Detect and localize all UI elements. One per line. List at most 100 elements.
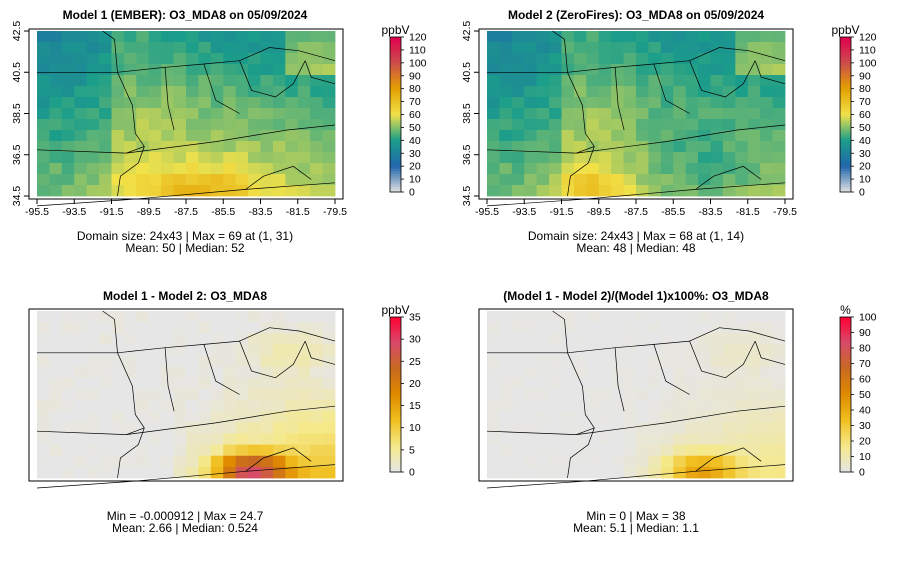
heatmap-cell <box>747 355 761 368</box>
heatmap-cell <box>561 455 575 468</box>
heatmap-cell <box>198 185 212 197</box>
heatmap-cell <box>272 466 286 479</box>
heatmap-cell <box>260 333 274 345</box>
heatmap-cell <box>235 163 249 175</box>
heatmap-cell <box>123 75 137 87</box>
heatmap-cell <box>549 355 562 368</box>
colorbar-swatch <box>840 75 851 79</box>
heatmap-cell <box>74 75 88 87</box>
panel-title: Model 2 (ZeroFires): O3_MDA8 on 05/09/20… <box>508 8 764 22</box>
heatmap-cell <box>161 400 174 412</box>
colorbar-swatch <box>390 117 401 121</box>
heatmap-cell <box>772 455 786 468</box>
heatmap-cell <box>623 53 637 65</box>
heatmap-cell <box>223 119 237 131</box>
panel-percent-difference: (Model 1 - Model 2)/(Model 1)x100%: O3_M… <box>478 289 877 535</box>
heatmap-cell <box>186 433 199 445</box>
heatmap-cell <box>235 53 249 65</box>
heatmap-cell <box>710 322 724 334</box>
heatmap-cell <box>511 185 525 197</box>
heatmap-cell <box>586 163 600 175</box>
heatmap-cell <box>487 31 500 43</box>
heatmap-cell <box>210 130 224 142</box>
colorbar-swatch <box>390 145 401 149</box>
heatmap-cell <box>223 152 237 164</box>
heatmap-cell <box>549 130 562 142</box>
heatmap-cell <box>285 422 299 434</box>
heatmap-cell <box>49 366 63 379</box>
heatmap-cell <box>722 377 736 390</box>
heatmap-cell <box>673 31 687 43</box>
state-border <box>653 340 756 379</box>
state-border <box>695 165 762 190</box>
y-tick-label: 34.5 <box>461 186 473 207</box>
heatmap-cell <box>235 86 249 98</box>
state-border <box>689 327 786 342</box>
heatmap-cell <box>99 377 112 390</box>
heatmap-cell <box>760 411 773 423</box>
heatmap-cell <box>260 174 274 186</box>
heatmap-cell <box>772 322 786 334</box>
heatmap-cell <box>760 108 773 120</box>
heatmap-cell <box>136 141 150 153</box>
heatmap-cell <box>511 455 525 468</box>
heatmap-cell <box>735 400 749 412</box>
heatmap-cell <box>235 411 249 423</box>
colorbar-swatch <box>840 189 851 193</box>
colorbar-swatch <box>840 122 851 126</box>
heatmap-cell <box>648 185 662 197</box>
heatmap-cell <box>285 388 299 401</box>
colorbar-swatch <box>390 122 401 126</box>
heatmap-cell <box>186 130 199 142</box>
heatmap-cell <box>673 141 687 153</box>
heatmap-cell <box>623 97 637 109</box>
colorbar-swatch <box>840 394 851 398</box>
heatmap-cell <box>722 411 736 423</box>
colorbar-swatch <box>390 355 401 359</box>
colorbar-swatch <box>390 407 401 411</box>
heatmap-cell <box>722 42 736 54</box>
heatmap-cell <box>735 422 749 434</box>
heatmap-cell <box>573 97 587 109</box>
heatmap-cell <box>74 411 88 423</box>
heatmap-cell <box>74 388 88 401</box>
colorbar-swatch <box>840 52 851 56</box>
colorbar-swatch <box>390 148 401 152</box>
heatmap-cell <box>161 433 174 445</box>
heatmap-cell <box>710 388 724 401</box>
heatmap-cell <box>173 31 187 43</box>
heatmap-cell <box>549 444 562 457</box>
colorbar-tick-label: 90 <box>409 70 421 82</box>
heatmap-cell <box>760 433 773 445</box>
heatmap-cell <box>74 377 88 390</box>
state-border <box>567 347 625 412</box>
heatmap-cell <box>272 433 286 445</box>
heatmap-cell <box>74 108 88 120</box>
x-tick-label: -87.5 <box>174 206 198 218</box>
heatmap-cell <box>561 108 575 120</box>
heatmap-cell <box>74 400 88 412</box>
colorbar-swatch <box>840 340 851 344</box>
heatmap-cell <box>636 53 649 65</box>
heatmap-cell <box>722 366 736 379</box>
heatmap-cell <box>735 185 749 197</box>
heatmap-cell <box>586 97 600 109</box>
heatmap-cell <box>297 86 311 98</box>
heatmap-cell <box>86 75 100 87</box>
colorbar-swatch <box>390 466 401 470</box>
heatmap-cell <box>210 388 224 401</box>
state-border <box>239 47 336 62</box>
heatmap-cell <box>223 377 237 390</box>
colorbar-swatch <box>390 130 401 133</box>
heatmap-cell <box>685 444 699 457</box>
heatmap-cell <box>37 333 50 345</box>
heatmap-cell <box>747 185 761 197</box>
heatmap-cell <box>760 333 773 345</box>
heatmap-cell <box>524 388 538 401</box>
heatmap-cell <box>310 130 323 142</box>
colorbar-swatch <box>390 402 401 406</box>
colorbar-swatch <box>390 101 401 105</box>
heatmap-cell <box>49 152 63 164</box>
heatmap-cell <box>99 433 112 445</box>
heatmap-cell <box>760 455 773 468</box>
